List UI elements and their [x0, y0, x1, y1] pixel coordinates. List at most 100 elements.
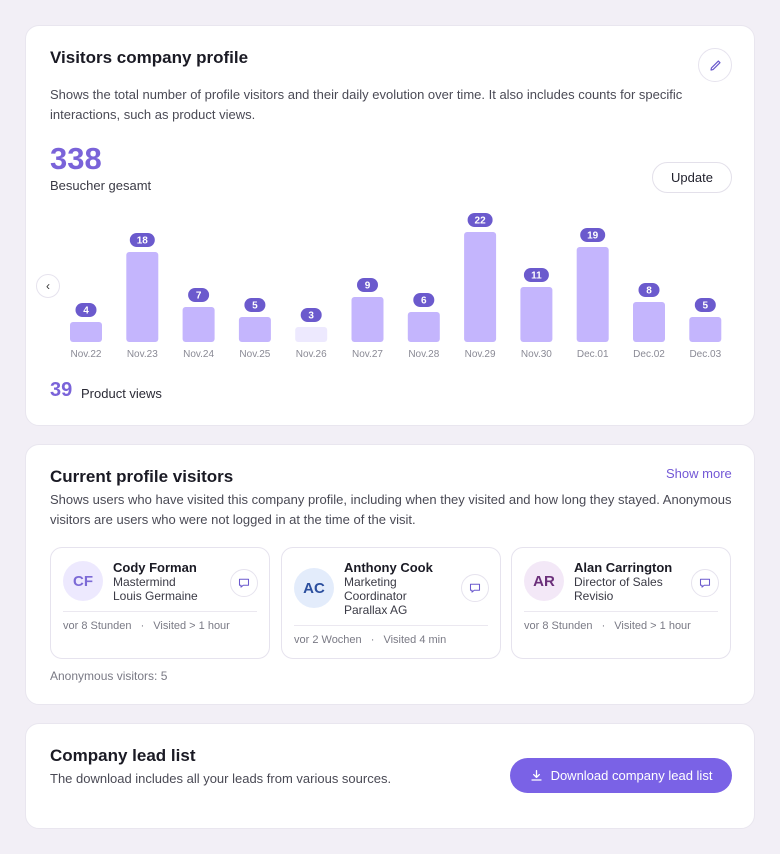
leads-title: Company lead list — [50, 746, 196, 765]
visit-meta: vor 2 Wochen · Visited 4 min — [294, 634, 446, 646]
visitors-description: Shows users who have visited this compan… — [50, 492, 732, 527]
product-views-label: Product views — [81, 386, 162, 401]
update-button[interactable]: Update — [652, 162, 732, 193]
divider — [294, 625, 488, 626]
visitors-title: Current profile visitors — [50, 467, 234, 486]
meta-separator: · — [601, 620, 606, 632]
data-label: 5 — [703, 301, 709, 312]
data-label-pill — [467, 213, 493, 227]
x-tick-label: Nov.22 — [71, 349, 102, 360]
visit-duration: Visited > 1 hour — [153, 620, 230, 632]
visitor-role-block: Director of Sales Revisio — [574, 575, 694, 603]
x-tick-label: Dec.03 — [689, 349, 721, 360]
visitor-card[interactable]: CF Cody Forman Mastermind Louis Germaine… — [50, 547, 270, 659]
visitor-company: Parallax AG — [344, 603, 408, 617]
anonymous-visitors: Anonymous visitors: 5 — [50, 669, 168, 683]
visit-time: vor 8 Stunden — [63, 620, 132, 632]
data-label: 22 — [475, 216, 487, 227]
chart-bar[interactable] — [689, 317, 722, 342]
lead-list-card: Company lead list The download includes … — [25, 723, 755, 829]
visitor-company: Revisio — [574, 589, 614, 603]
data-label-pill — [523, 268, 549, 282]
data-label: 19 — [587, 231, 599, 242]
avatar: AC — [294, 568, 334, 608]
data-label: 9 — [365, 281, 371, 292]
pencil-icon — [709, 59, 721, 71]
chart-bar[interactable] — [182, 307, 215, 342]
x-tick-label: Dec.01 — [577, 349, 609, 360]
chart-bar[interactable] — [407, 312, 440, 342]
leads-description: The download includes all your leads fro… — [50, 771, 392, 786]
download-icon — [530, 769, 542, 781]
x-tick-label: Nov.30 — [521, 349, 552, 360]
chart-bar[interactable] — [295, 327, 328, 342]
data-label: 18 — [137, 236, 149, 247]
data-label: 6 — [421, 296, 427, 307]
divider — [63, 611, 257, 612]
data-label: 8 — [646, 286, 652, 297]
avatar: CF — [63, 561, 103, 601]
data-label-pill — [300, 308, 322, 322]
visitor-company: Louis Germaine — [113, 589, 198, 603]
data-label: 7 — [196, 291, 202, 302]
avatar: AR — [524, 561, 564, 601]
x-tick-label: Dec.02 — [633, 349, 665, 360]
x-tick-label: Nov.28 — [408, 349, 439, 360]
total-visitors: 338 — [50, 141, 102, 176]
chevron-left-icon: ‹ — [46, 279, 50, 293]
x-tick-label: Nov.26 — [296, 349, 327, 360]
data-label-pill — [129, 233, 155, 247]
chart-bar[interactable] — [238, 317, 271, 342]
visitor-role: Marketing Coordinator — [344, 575, 407, 603]
download-label: Download company lead list — [550, 768, 713, 783]
chart-prev-button[interactable]: ‹ — [36, 274, 60, 298]
chart-bar[interactable] — [633, 302, 665, 342]
visit-meta: vor 8 Stunden · Visited > 1 hour — [524, 620, 691, 632]
data-label-pill — [188, 288, 210, 302]
edit-button[interactable] — [698, 48, 732, 82]
chart-bar[interactable] — [576, 247, 609, 342]
download-lead-list-button[interactable]: Download company lead list — [510, 758, 732, 793]
chart-bar[interactable] — [351, 297, 384, 342]
message-button[interactable] — [230, 569, 258, 597]
chart-bar[interactable] — [464, 232, 497, 342]
visitor-card[interactable]: AR Alan Carrington Director of Sales Rev… — [511, 547, 731, 659]
visitor-name: Alan Carrington — [574, 560, 673, 575]
visitor-role-block: Marketing Coordinator Parallax AG — [344, 575, 464, 617]
chart-bar[interactable] — [70, 322, 102, 342]
data-label: 3 — [308, 311, 314, 322]
visit-duration: Visited 4 min — [383, 634, 447, 646]
product-views-count: 39 — [50, 379, 73, 401]
total-visitors-label: Besucher gesamt — [50, 178, 152, 193]
chart-bar[interactable] — [520, 287, 553, 342]
visitor-name: Anthony Cook — [344, 560, 433, 575]
data-label-pill — [638, 283, 660, 297]
visit-time: vor 2 Wochen — [294, 634, 362, 646]
x-tick-label: Nov.24 — [183, 349, 214, 360]
visit-time: vor 8 Stunden — [524, 620, 593, 632]
chart-bar[interactable] — [126, 252, 159, 342]
data-label: 11 — [531, 271, 542, 282]
data-label: 4 — [83, 306, 89, 317]
show-more-link[interactable]: Show more — [666, 466, 732, 481]
profile-title: Visitors company profile — [50, 48, 249, 67]
message-button[interactable] — [461, 574, 489, 602]
message-button[interactable] — [691, 569, 719, 597]
data-label: 5 — [252, 301, 258, 312]
current-visitors-card: Current profile visitors Show more Shows… — [25, 444, 755, 705]
message-icon — [469, 583, 481, 593]
visitor-card[interactable]: AC Anthony Cook Marketing Coordinator Pa… — [281, 547, 501, 659]
x-tick-label: Nov.27 — [352, 349, 383, 360]
visitors-bar-chart: 4 Nov.22 18 Nov.23 7 Nov.24 5 Nov.25 3 Nov.26 9 Nov… — [70, 213, 722, 360]
visitor-role: Mastermind — [113, 575, 176, 589]
meta-separator: · — [140, 620, 145, 632]
message-icon — [699, 578, 711, 588]
message-icon — [238, 578, 250, 588]
data-label-pill — [413, 293, 435, 307]
visit-duration: Visited > 1 hour — [614, 620, 691, 632]
data-label-pill — [357, 278, 378, 292]
meta-separator: · — [370, 634, 375, 646]
data-label-pill — [580, 228, 606, 242]
data-label-pill — [75, 303, 97, 317]
visitor-role-block: Mastermind Louis Germaine — [113, 575, 233, 603]
